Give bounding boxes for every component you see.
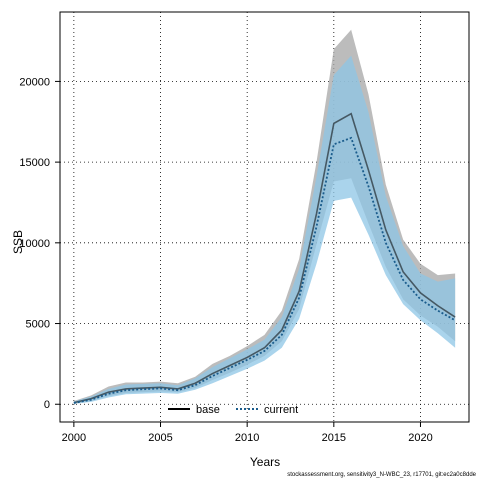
series-line-base	[73, 112, 456, 404]
y-tick-label: 20000	[19, 76, 50, 88]
y-tick-label: 10000	[19, 238, 50, 250]
x-tick-label: 2015	[322, 432, 346, 444]
footer-caption: stockassessment.org, sensitivity3_N-WBC_…	[287, 472, 476, 478]
x-tick-label: 2005	[148, 432, 172, 444]
series-line-current	[73, 136, 456, 404]
legend-label-current: current	[264, 404, 298, 416]
y-tick-label: 15000	[19, 157, 50, 169]
y-axis-title: SSB	[11, 230, 25, 254]
y-tick-label: 0	[44, 399, 50, 411]
series-lines	[73, 112, 456, 404]
y-tick-label: 5000	[26, 319, 50, 331]
x-tick-label: 2020	[408, 432, 432, 444]
x-tick-label: 2000	[62, 432, 86, 444]
legend-label-base: base	[196, 404, 220, 416]
x-axis-title: Years	[250, 455, 280, 469]
x-tick-label: 2010	[235, 432, 259, 444]
plot-frame	[59, 11, 470, 423]
axis-ticks: 2000 2005 2010 2015 2020 0 5000 10000 15000 20000	[19, 76, 432, 444]
legend: base current	[168, 404, 298, 416]
